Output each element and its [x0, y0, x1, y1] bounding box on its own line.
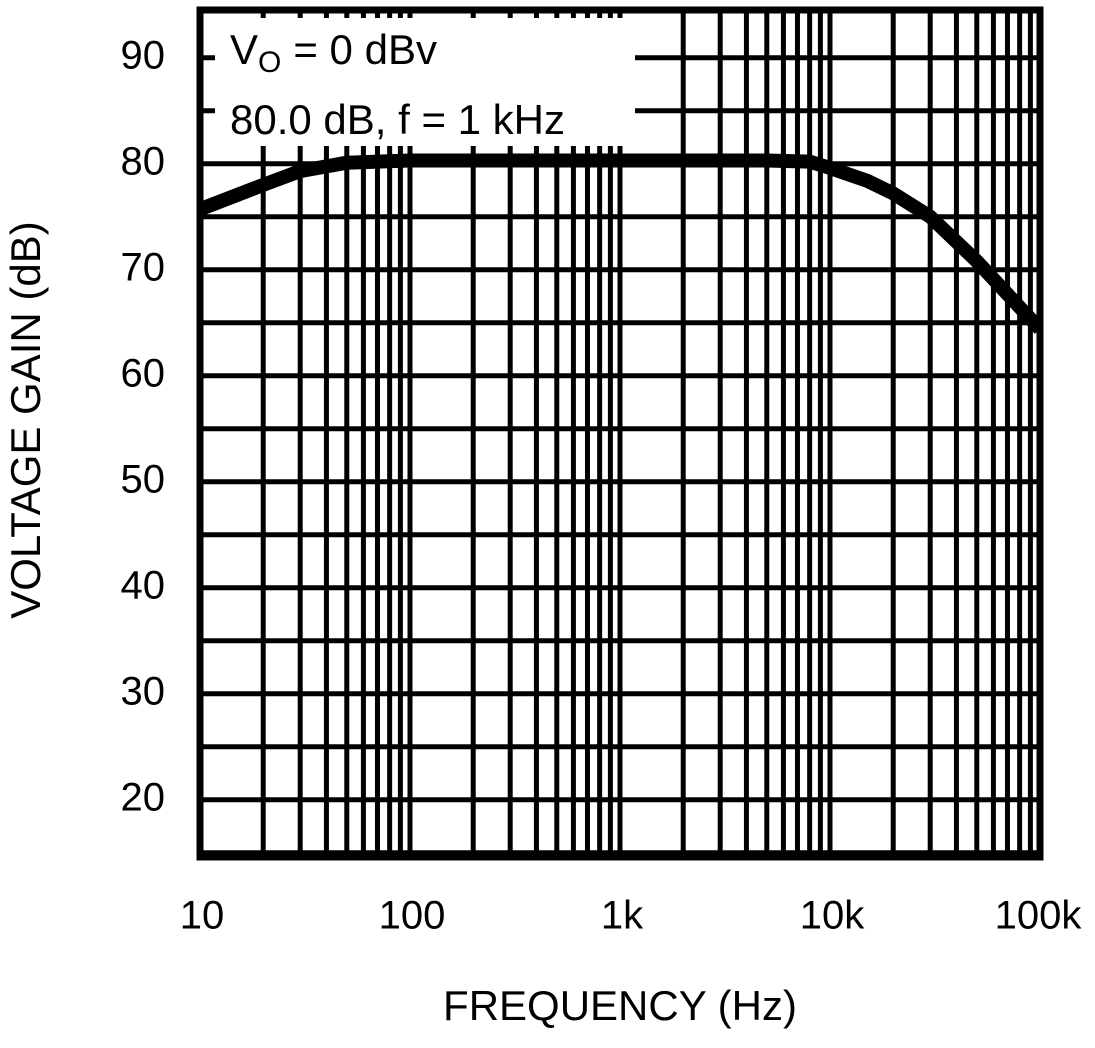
- y-tick-label: 90: [121, 33, 166, 77]
- annotation-background: [215, 18, 635, 146]
- plot-frame: [196, 6, 1044, 861]
- y-tick-label: 80: [121, 139, 166, 183]
- y-tick-label: 30: [121, 669, 166, 713]
- x-tick-label: 10k: [800, 894, 865, 938]
- annotation-sub: O: [258, 46, 281, 79]
- annotation-text: = 0 dBv: [293, 26, 437, 73]
- annotation-main: V: [230, 26, 258, 73]
- y-axis-title: VOLTAGE GAIN (dB): [2, 221, 49, 619]
- y-tick-label: 60: [121, 351, 166, 395]
- annotation: VO = 0 dBv: [230, 26, 437, 79]
- curve: [200, 153, 1040, 334]
- y-tick-label: 40: [121, 563, 166, 607]
- x-tick-label: 10: [180, 894, 225, 938]
- x-tick-label: 100k: [995, 894, 1083, 938]
- x-axis-title: FREQUENCY (Hz): [443, 982, 797, 1029]
- x-tick-label: 1k: [601, 894, 644, 938]
- y-tick-label: 50: [121, 457, 166, 501]
- annotation: 80.0 dB, f = 1 kHz: [230, 96, 565, 143]
- x-tick-label: 100: [379, 894, 446, 938]
- y-tick-label: 20: [121, 775, 166, 819]
- y-tick-label: 70: [121, 245, 166, 289]
